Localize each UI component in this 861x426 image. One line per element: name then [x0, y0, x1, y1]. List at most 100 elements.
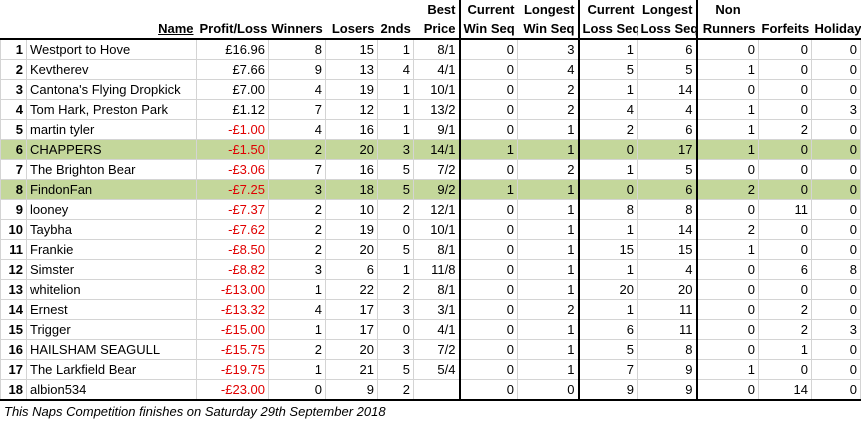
longest-loss-seq-cell: 9	[637, 379, 698, 401]
winners-cell: 4	[268, 299, 326, 320]
holiday-cell: 0	[811, 279, 861, 300]
name-cell: whitelion	[26, 279, 197, 300]
longest-loss-seq-cell: 8	[637, 199, 698, 220]
rank-cell: 9	[0, 199, 27, 220]
header-non-runners-1: Non	[715, 2, 741, 17]
header-profit-loss: Profit/Loss	[196, 19, 269, 40]
non-runners-cell: 0	[696, 279, 759, 300]
losers-cell: 10	[325, 199, 378, 220]
current-win-seq-cell: 0	[458, 38, 518, 60]
winners-cell: 3	[268, 179, 326, 200]
header-current-win-seq-1: Current	[458, 0, 518, 19]
current-win-seq-cell: 0	[458, 279, 518, 300]
profit-loss-cell: £1.12	[196, 99, 269, 120]
seconds-cell: 4	[377, 59, 414, 80]
holiday-cell: 0	[811, 38, 861, 60]
best-price-cell: 11/8	[413, 259, 460, 280]
header-current-loss-seq-1: Current	[587, 2, 635, 17]
header-winners: Winners	[268, 19, 326, 40]
rank-cell: 2	[0, 59, 27, 80]
current-win-seq-cell: 0	[458, 99, 518, 120]
current-loss-seq-cell: 2	[578, 119, 638, 140]
longest-loss-seq-cell: 6	[637, 179, 698, 200]
current-loss-seq-cell: 15	[578, 239, 638, 260]
table-row: 9 looney -£7.37 2 10 2 12/1 0 1 8 8 0 11 0	[0, 199, 861, 220]
current-loss-seq-cell: 9	[578, 379, 638, 401]
non-runners-cell: 2	[696, 219, 759, 240]
winners-cell: 3	[268, 259, 326, 280]
winners-cell: 2	[268, 219, 326, 240]
table-row: 7 The Brighton Bear -£3.06 7 16 5 7/2 0 2 1 5 0 0 0	[0, 159, 861, 180]
table-row: 6 CHAPPERS -£1.50 2 20 3 14/1 1 1 0 17 1 0 0	[0, 139, 861, 160]
best-price-cell: 3/1	[413, 299, 460, 320]
rank-cell: 17	[0, 359, 27, 380]
longest-win-seq-cell: 1	[517, 219, 580, 240]
name-cell: CHAPPERS	[26, 139, 197, 160]
current-loss-seq-cell: 4	[578, 99, 638, 120]
seconds-cell: 5	[377, 359, 414, 380]
forfeits-cell: 0	[758, 279, 812, 300]
seconds-cell: 2	[377, 199, 414, 220]
name-cell: HAILSHAM SEAGULL	[26, 339, 197, 360]
best-price-cell: 12/1	[413, 199, 460, 220]
longest-win-seq-cell: 0	[517, 379, 580, 401]
seconds-cell: 2	[377, 279, 414, 300]
best-price-cell: 4/1	[413, 319, 460, 340]
name-cell: Kevtherev	[26, 59, 197, 80]
losers-cell: 22	[325, 279, 378, 300]
forfeits-cell: 0	[758, 159, 812, 180]
losers-cell: 17	[325, 299, 378, 320]
longest-loss-seq-cell: 14	[637, 79, 698, 100]
best-price-cell: 9/1	[413, 119, 460, 140]
best-price-cell: 10/1	[413, 219, 460, 240]
longest-win-seq-cell: 4	[517, 59, 580, 80]
non-runners-cell: 1	[696, 99, 759, 120]
current-loss-seq-cell: 6	[578, 319, 638, 340]
losers-cell: 6	[325, 259, 378, 280]
forfeits-cell: 0	[758, 79, 812, 100]
non-runners-cell: 1	[696, 59, 759, 80]
header-best-price-2: Price	[413, 19, 460, 40]
header-current-loss-seq-2: Loss Seq	[578, 19, 638, 40]
best-price-cell: 10/1	[413, 79, 460, 100]
current-win-seq-cell: 0	[458, 199, 518, 220]
rank-cell: 7	[0, 159, 27, 180]
forfeits-cell: 0	[758, 179, 812, 200]
table-row: 3 Cantona's Flying Dropkick £7.00 4 19 1 10/1 0…	[0, 79, 861, 100]
header-longest-loss-seq-2: Loss Seq	[637, 19, 698, 40]
losers-cell: 20	[325, 139, 378, 160]
best-price-cell: 9/2	[413, 179, 460, 200]
longest-win-seq-cell: 1	[517, 199, 580, 220]
rank-cell: 13	[0, 279, 27, 300]
longest-loss-seq-cell: 6	[637, 119, 698, 140]
table-row: 14 Ernest -£13.32 4 17 3 3/1 0 2 1 11 0 2 0	[0, 299, 861, 320]
table-row: 1 Westport to Hove £16.96 8 15 1 8/1 0 3 1 6 0 0 0	[0, 38, 861, 60]
current-loss-seq-cell: 8	[578, 199, 638, 220]
holiday-cell: 0	[811, 159, 861, 180]
non-runners-cell: 0	[696, 159, 759, 180]
non-runners-cell: 0	[696, 199, 759, 220]
rank-cell: 12	[0, 259, 27, 280]
current-win-seq-cell: 1	[458, 179, 518, 200]
table-row: 5 martin tyler -£1.00 4 16 1 9/1 0 1 2 6 1 2 0	[0, 119, 861, 140]
forfeits-cell: 0	[758, 38, 812, 60]
rank-cell: 15	[0, 319, 27, 340]
header-non-runners-2: Runners	[696, 19, 759, 40]
holiday-cell: 0	[811, 379, 861, 401]
losers-cell: 20	[325, 339, 378, 360]
losers-cell: 19	[325, 219, 378, 240]
losers-cell: 16	[325, 159, 378, 180]
longest-loss-seq-cell: 20	[637, 279, 698, 300]
winners-cell: 2	[268, 139, 326, 160]
table-row: 16 HAILSHAM SEAGULL -£15.75 2 20 3 7/2 0 1 5 8 0 1 0	[0, 339, 861, 360]
losers-cell: 15	[325, 38, 378, 60]
seconds-cell: 2	[377, 379, 414, 401]
winners-cell: 4	[268, 119, 326, 140]
seconds-cell: 0	[377, 219, 414, 240]
current-win-seq-cell: 0	[458, 379, 518, 401]
best-price-cell: 8/1	[413, 38, 460, 60]
longest-loss-seq-cell: 11	[637, 319, 698, 340]
holiday-cell: 0	[811, 179, 861, 200]
losers-cell: 16	[325, 119, 378, 140]
seconds-cell: 1	[377, 259, 414, 280]
